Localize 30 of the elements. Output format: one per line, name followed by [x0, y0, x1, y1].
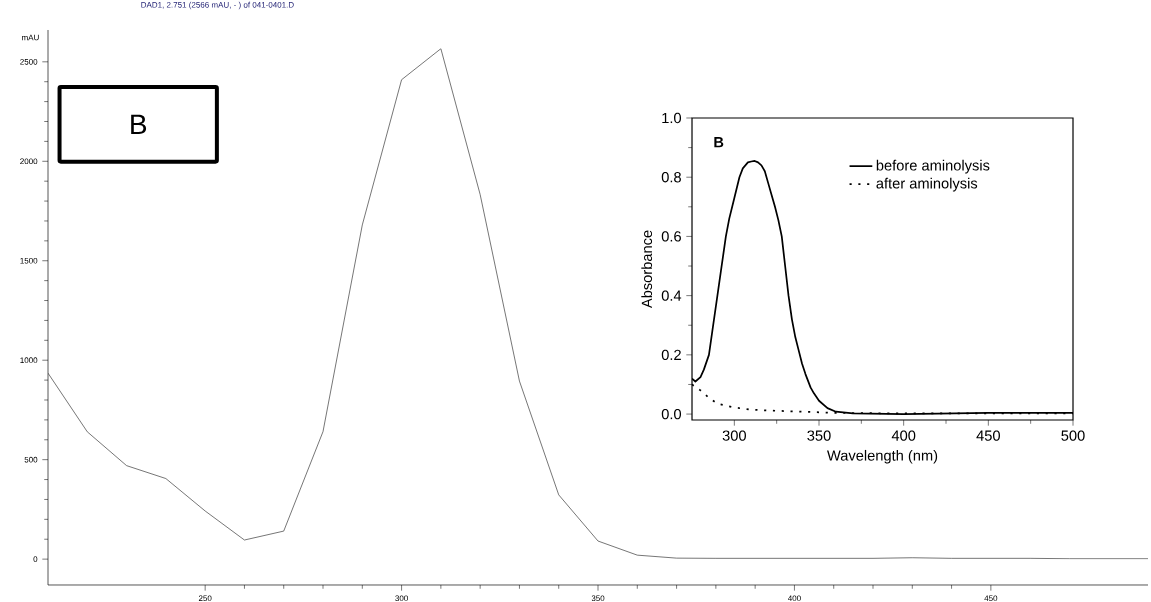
- x-tick-label: 400: [891, 430, 916, 441]
- x-tick-label: 350: [807, 430, 831, 441]
- x-tick-label: 450: [984, 595, 998, 602]
- y-axis-title: mAU: [22, 34, 39, 41]
- x-tick-label: 500: [1061, 430, 1085, 441]
- y-tick-label: 0.4: [661, 290, 682, 301]
- x-axis-title: Wavelength (nm): [827, 449, 938, 464]
- annotation: B: [714, 137, 724, 148]
- x-tick-label: 450: [976, 430, 1000, 441]
- x-tick-label: 300: [395, 595, 408, 602]
- y-tick-label: 1000: [20, 357, 38, 364]
- chart-title: DAD1, 2.751 (2566 mAU, - ) of 041-0401.D: [141, 1, 294, 10]
- x-tick-label: 350: [591, 595, 605, 602]
- y-tick-label: 1500: [20, 257, 38, 264]
- y-tick-label: 0.6: [661, 231, 681, 242]
- y-tick-label: 1.0: [662, 112, 682, 124]
- legend-label: before aminolysis: [876, 159, 990, 174]
- y-tick-label: 500: [24, 456, 38, 463]
- y-tick-label: 0.2: [661, 349, 681, 361]
- y-tick-label: 2500: [20, 58, 38, 65]
- y-tick-label: 0.8: [661, 172, 681, 183]
- y-tick-label: 0: [33, 556, 38, 562]
- legend-label: after aminolysis: [876, 177, 978, 192]
- annotation: B: [131, 114, 147, 134]
- x-tick-label: 250: [198, 595, 212, 602]
- y-axis-title: Absorbance: [641, 230, 653, 309]
- x-tick-label: 400: [787, 595, 801, 602]
- y-tick-label: 2000: [20, 158, 38, 165]
- x-tick-label: 300: [722, 430, 746, 441]
- y-tick-label: 0.0: [661, 408, 682, 420]
